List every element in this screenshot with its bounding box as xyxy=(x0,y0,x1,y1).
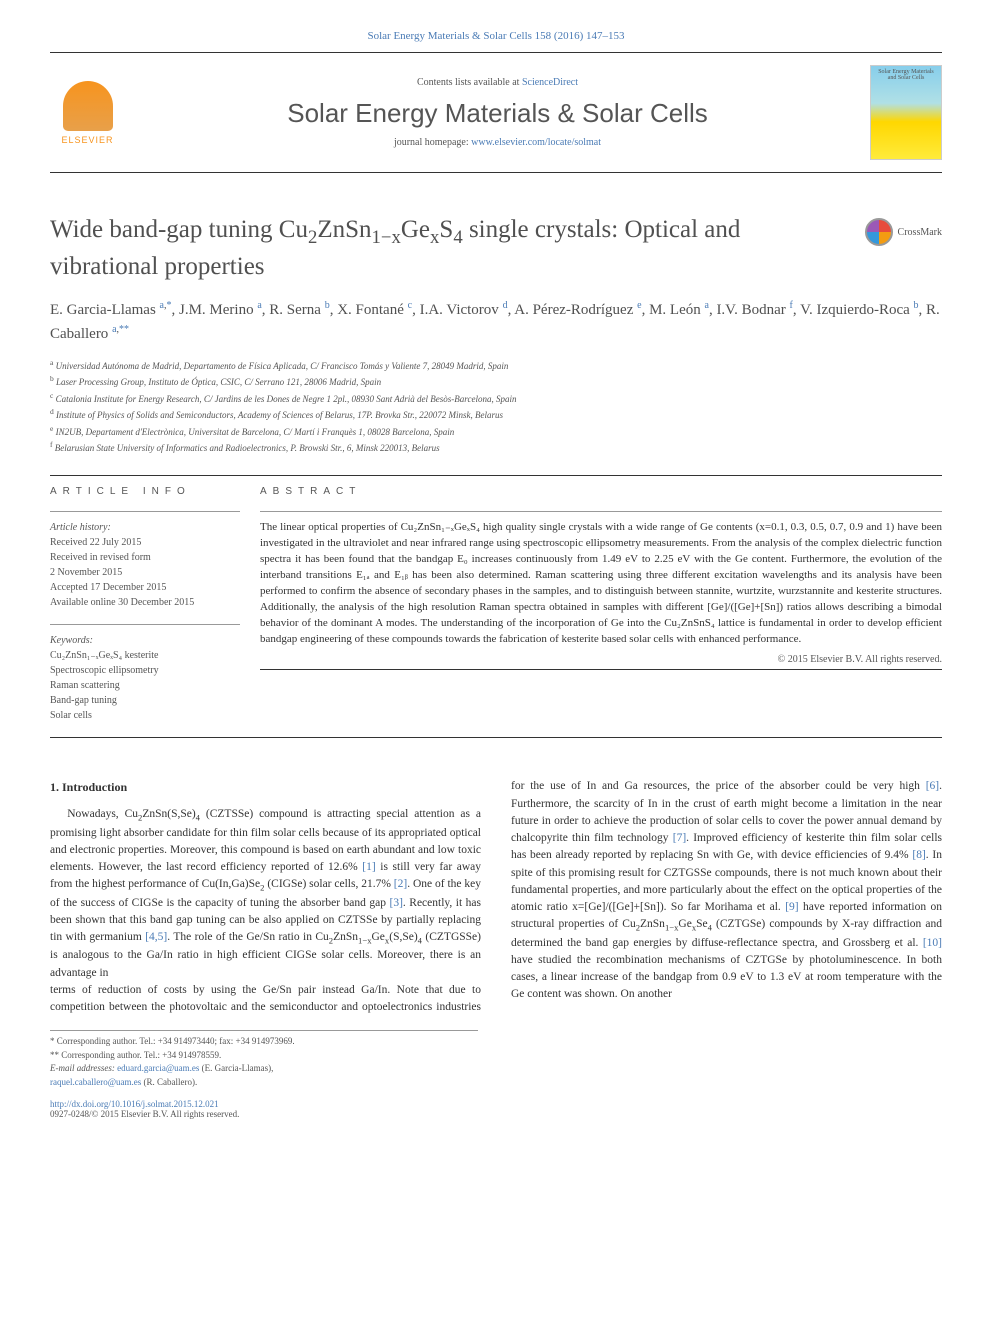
crossmark-label: CrossMark xyxy=(898,227,942,238)
email-line: E-mail addresses: eduard.garcia@uam.es (… xyxy=(50,1062,478,1076)
email-link-2[interactable]: raquel.caballero@uam.es xyxy=(50,1077,141,1087)
sciencedirect-link[interactable]: ScienceDirect xyxy=(522,77,578,88)
homepage-line: journal homepage: www.elsevier.com/locat… xyxy=(125,137,870,148)
keyword-item: Raman scattering xyxy=(50,678,240,693)
elsevier-tree-icon xyxy=(63,81,113,131)
homepage-link[interactable]: www.elsevier.com/locate/solmat xyxy=(471,137,601,148)
email-name-1: (E. Garcia-Llamas), xyxy=(199,1063,273,1073)
email-name-2: (R. Caballero). xyxy=(141,1077,197,1087)
keyword-item: Cu₂ZnSn₁₋ₓGeₓS₄ kesterite xyxy=(50,648,240,663)
issn-line: 0927-0248/© 2015 Elsevier B.V. All right… xyxy=(50,1109,942,1119)
corr-author-2: ** Corresponding author. Tel.: +34 91497… xyxy=(50,1049,478,1063)
body-paragraph-1: Nowadays, Cu2ZnSn(S,Se)4 (CZTSSe) compou… xyxy=(50,806,481,981)
keyword-item: Band-gap tuning xyxy=(50,693,240,708)
affiliation-item: b Laser Processing Group, Instituto de Ó… xyxy=(50,373,942,389)
abstract-copyright: © 2015 Elsevier B.V. All rights reserved… xyxy=(260,654,942,665)
crossmark-badge[interactable]: CrossMark xyxy=(865,218,942,246)
homepage-prefix: journal homepage: xyxy=(394,137,471,148)
affiliation-item: c Catalonia Institute for Energy Researc… xyxy=(50,390,942,406)
keywords-label: Keywords: xyxy=(50,633,240,648)
affiliation-item: d Institute of Physics of Solids and Sem… xyxy=(50,406,942,422)
journal-cover[interactable]: Solar Energy Materials and Solar Cells xyxy=(870,65,942,160)
article-title: Wide band-gap tuning Cu2ZnSn1−xGexS4 sin… xyxy=(50,213,845,284)
corresponding-authors: * Corresponding author. Tel.: +34 914973… xyxy=(50,1030,478,1089)
abstract-heading: ABSTRACT xyxy=(260,486,942,497)
elsevier-text: ELSEVIER xyxy=(61,135,113,145)
article-history: Article history: Received 22 July 2015Re… xyxy=(50,520,240,610)
journal-title: Solar Energy Materials & Solar Cells xyxy=(125,98,870,129)
abstract-text: The linear optical properties of Cu₂ZnSn… xyxy=(260,520,942,648)
email-line-2: raquel.caballero@uam.es (R. Caballero). xyxy=(50,1076,478,1090)
keyword-item: Spectroscopic ellipsometry xyxy=(50,663,240,678)
history-line: Received in revised form xyxy=(50,550,240,565)
contents-prefix: Contents lists available at xyxy=(417,77,522,88)
affiliation-item: a Universidad Autónoma de Madrid, Depart… xyxy=(50,357,942,373)
intro-heading: 1. Introduction xyxy=(50,778,481,796)
history-label: Article history: xyxy=(50,520,240,535)
doi-link[interactable]: http://dx.doi.org/10.1016/j.solmat.2015.… xyxy=(50,1099,942,1109)
history-line: 2 November 2015 xyxy=(50,565,240,580)
corr-author-1: * Corresponding author. Tel.: +34 914973… xyxy=(50,1035,478,1049)
article-info-heading: ARTICLE INFO xyxy=(50,486,240,497)
journal-citation[interactable]: Solar Energy Materials & Solar Cells 158… xyxy=(50,30,942,42)
history-line: Received 22 July 2015 xyxy=(50,535,240,550)
section-divider-2 xyxy=(50,737,942,738)
history-line: Accepted 17 December 2015 xyxy=(50,580,240,595)
keywords-block: Keywords: Cu₂ZnSn₁₋ₓGeₓS₄ kesteriteSpect… xyxy=(50,633,240,723)
journal-header: ELSEVIER Contents lists available at Sci… xyxy=(50,52,942,173)
history-line: Available online 30 December 2015 xyxy=(50,595,240,610)
crossmark-icon xyxy=(865,218,893,246)
article-body: 1. Introduction Nowadays, Cu2ZnSn(S,Se)4… xyxy=(50,778,942,1016)
affiliation-item: e IN2UB, Departament d'Electrònica, Univ… xyxy=(50,423,942,439)
section-divider xyxy=(50,475,942,476)
email-label: E-mail addresses: xyxy=(50,1063,117,1073)
email-link-1[interactable]: eduard.garcia@uam.es xyxy=(117,1063,199,1073)
affiliations-list: a Universidad Autónoma de Madrid, Depart… xyxy=(50,357,942,455)
authors-list: E. Garcia-Llamas a,*, J.M. Merino a, R. … xyxy=(50,298,942,345)
keyword-item: Solar cells xyxy=(50,708,240,723)
elsevier-logo[interactable]: ELSEVIER xyxy=(50,70,125,155)
contents-line: Contents lists available at ScienceDirec… xyxy=(125,77,870,88)
affiliation-item: f Belarusian State University of Informa… xyxy=(50,439,942,455)
